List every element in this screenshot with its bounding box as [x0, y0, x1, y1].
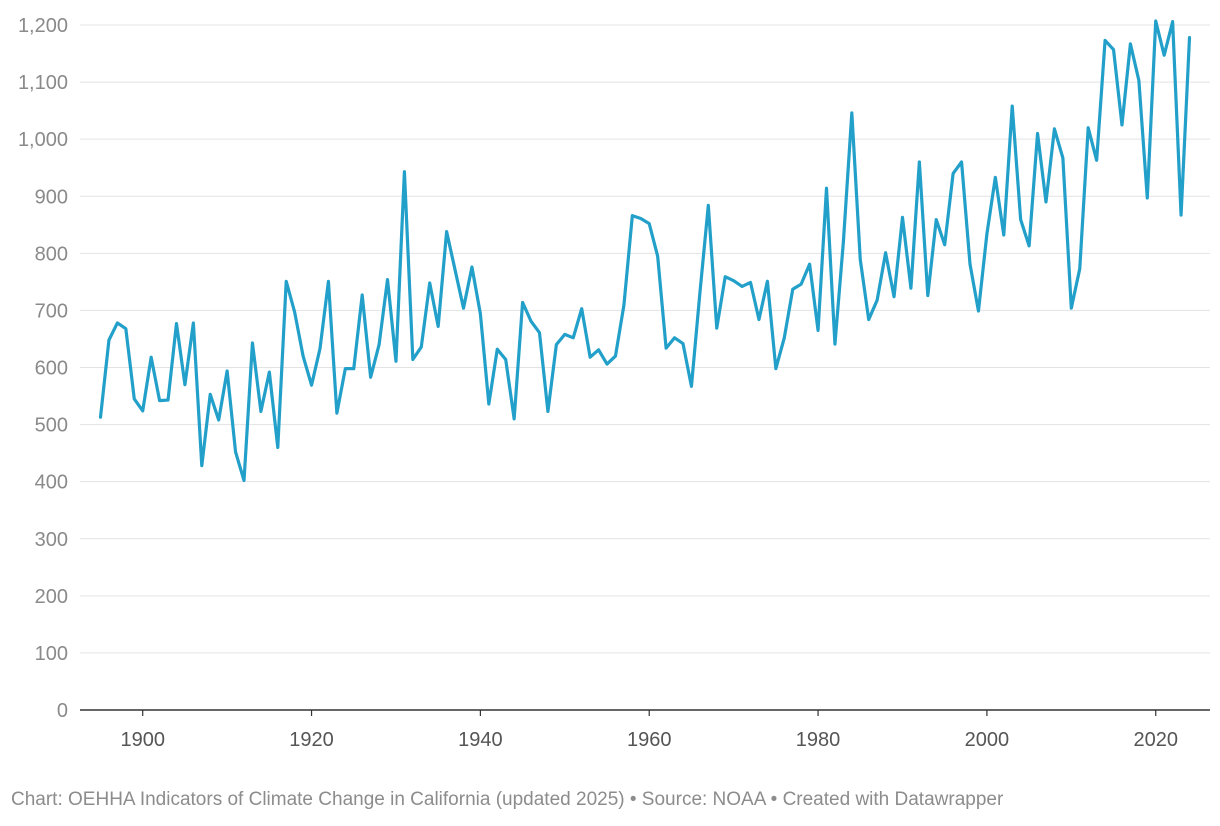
y-tick-label: 1,100 — [18, 72, 68, 94]
line-chart: 0 100 200 300 400 500 600 700 800 900 1,000 1,100 1,… — [18, 15, 1210, 751]
y-tick-label: 900 — [35, 186, 68, 208]
x-tick-label: 2000 — [965, 729, 1010, 751]
x-tick-label: 1960 — [627, 729, 672, 751]
y-tick-label: 500 — [35, 415, 68, 437]
y-tick-label: 800 — [35, 243, 68, 265]
y-tick-label: 200 — [35, 586, 68, 608]
x-tick-label: 1900 — [120, 729, 165, 751]
y-tick-label: 100 — [35, 643, 68, 665]
y-tick-label: 1,000 — [18, 129, 68, 151]
x-axis: 1900 1920 1940 1960 1980 2000 2020 — [80, 709, 1210, 751]
y-axis: 0 100 200 300 400 500 600 700 800 900 1,000 1,100 1,… — [18, 15, 68, 722]
x-tick-label: 1980 — [796, 729, 841, 751]
x-tick-label: 2020 — [1133, 729, 1178, 751]
y-tick-label: 1,200 — [18, 15, 68, 37]
series-line-california — [98, 19, 1192, 483]
gridlines — [80, 24, 1210, 654]
y-tick-label: 600 — [35, 358, 68, 380]
chart-footer: Chart: OEHHA Indicators of Climate Chang… — [11, 789, 1004, 810]
y-tick-label: 700 — [35, 300, 68, 322]
y-tick-label: 300 — [35, 529, 68, 551]
y-tick-label: 400 — [35, 472, 68, 494]
series-layer — [98, 19, 1192, 483]
x-tick-label: 1920 — [289, 729, 334, 751]
x-tick-label: 1940 — [458, 729, 503, 751]
y-tick-label: 0 — [57, 700, 68, 722]
